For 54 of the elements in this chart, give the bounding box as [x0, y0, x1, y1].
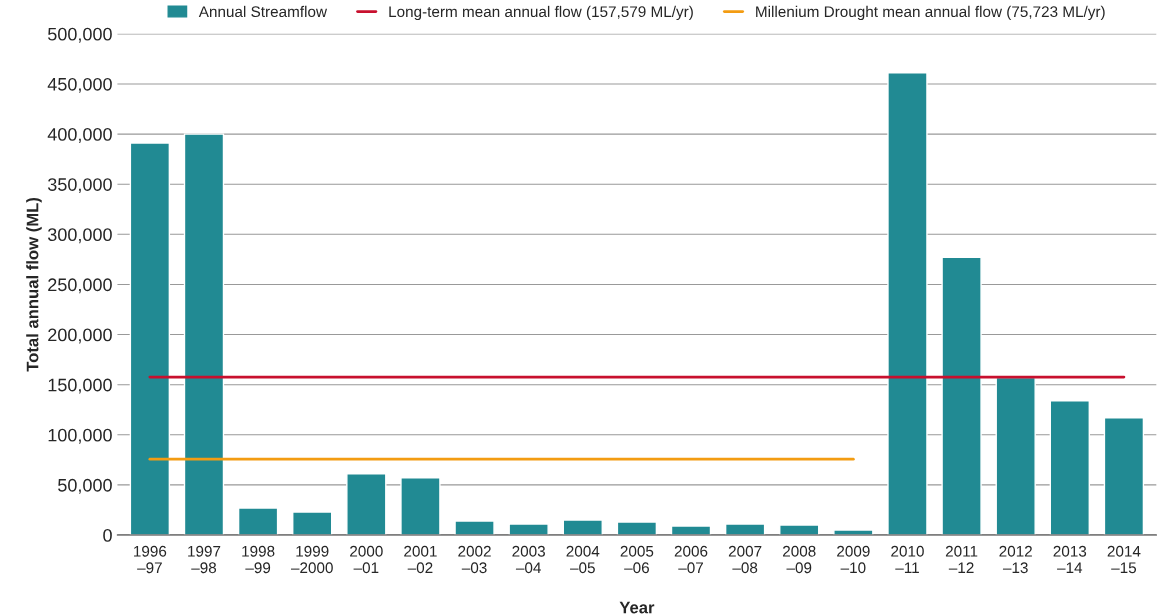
y-tick-label: 150,000 — [48, 378, 112, 394]
y-tick-label: 200,000 — [48, 328, 112, 344]
bar — [1049, 400, 1090, 536]
bar — [1103, 417, 1145, 536]
x-tick-label: 1996 –97 — [134, 545, 167, 574]
x-tick-label: 2011 –12 — [945, 545, 978, 573]
y-tick-label: 300,000 — [47, 228, 112, 244]
bar — [562, 519, 603, 536]
legend-label: Annual Streamflow — [198, 5, 328, 18]
y-tick-label: 450,000 — [47, 77, 112, 93]
x-tick-label: 2005 –06 — [620, 545, 654, 574]
x-tick-label: 2003 –04 — [512, 545, 545, 574]
y-tick-label: 100,000 — [48, 428, 112, 444]
bar — [941, 256, 982, 536]
x-tick-label: 2013 –14 — [1053, 545, 1087, 573]
x-tick-label: 1998 –99 — [242, 545, 275, 574]
x-tick-label: 1999 –2000 — [290, 545, 333, 574]
bar — [833, 529, 874, 536]
y-tick-label: 0 — [103, 528, 112, 542]
x-tick-label: 1997 –98 — [188, 545, 221, 574]
y-axis-title: Total annual flow (ML) — [26, 197, 42, 372]
bar — [670, 525, 712, 536]
bar — [237, 507, 279, 536]
y-tick-label: 400,000 — [47, 128, 112, 143]
x-tick-label: 2001 –02 — [404, 545, 437, 574]
y-tick-label: 50,000 — [58, 478, 112, 494]
bar — [995, 376, 1036, 536]
bar — [292, 511, 333, 536]
bar — [129, 142, 171, 536]
x-tick-label: 2010 –11 — [891, 545, 924, 573]
y-tick-label: 500,000 — [48, 27, 112, 43]
x-tick-label: 2009 –10 — [837, 545, 870, 574]
legend-label: Millenium Drought mean annual flow (75,723 ML/yr) — [756, 5, 1105, 21]
y-tick-label: 350,000 — [47, 178, 112, 194]
legend-label: Long-term mean annual flow (157,579 ML/yr) — [389, 5, 693, 21]
x-tick-label: 2006 –07 — [674, 545, 708, 574]
y-tick-label: 250,000 — [48, 278, 112, 294]
x-tick-label: 2000 –01 — [350, 545, 383, 574]
x-tick-label: 2002 –03 — [458, 545, 491, 574]
x-axis-title: Year — [619, 601, 655, 614]
bar — [183, 133, 225, 536]
bar — [779, 524, 820, 536]
bar — [724, 523, 766, 536]
x-tick-label: 2004 –05 — [566, 545, 600, 574]
x-tick-label: 2008 –09 — [783, 545, 816, 574]
bar — [508, 523, 549, 536]
bar — [400, 477, 441, 536]
x-tick-label: 2014 –15 — [1107, 545, 1141, 574]
bar — [454, 520, 495, 536]
bar — [346, 473, 387, 536]
x-tick-label: 2007 –08 — [728, 545, 762, 574]
x-tick-label: 2012 –13 — [999, 545, 1032, 574]
bar — [887, 72, 928, 536]
bar — [616, 521, 658, 536]
